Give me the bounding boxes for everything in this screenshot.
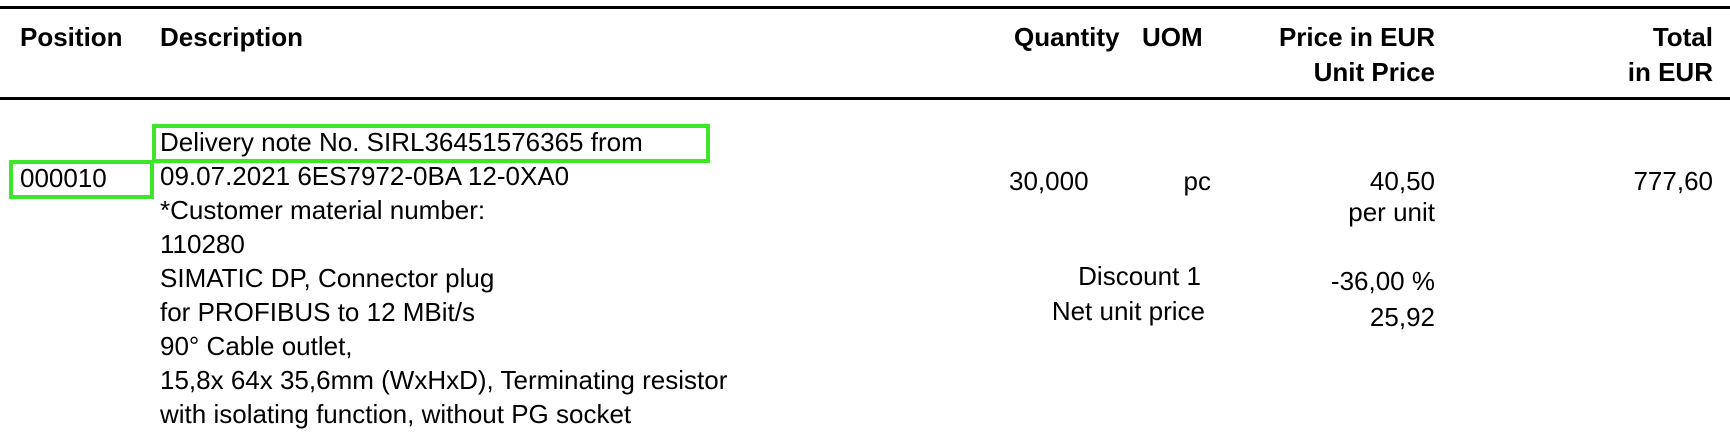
description-line: 15,8x 64x 35,6mm (WxHxD), Terminating re… — [160, 365, 728, 395]
header-bottom-rule — [0, 97, 1730, 100]
net-unit-price-value: 25,92 — [1369, 302, 1435, 332]
column-header-uom: UOM — [1142, 22, 1203, 52]
column-header-total-line2: in EUR — [1627, 57, 1713, 87]
description-line: 09.07.2021 6ES7972-0BA 12-0XA0 — [160, 161, 570, 191]
position-highlight-box — [9, 160, 154, 199]
discount-label: Discount 1 — [1078, 261, 1201, 291]
column-header-quantity: Quantity — [1014, 22, 1120, 52]
column-header-position: Position — [20, 22, 123, 52]
item-position: 000010 — [20, 163, 107, 193]
description-line: with isolating function, without PG sock… — [160, 399, 632, 429]
column-header-price-line1: Price in EUR — [1278, 22, 1435, 52]
description-line: 110280 — [160, 229, 245, 259]
net-unit-price-label: Net unit price — [1051, 296, 1205, 326]
header-top-rule — [0, 6, 1730, 9]
item-unit-price: 40,50 — [1369, 166, 1435, 196]
column-header-total-line1: Total — [1652, 22, 1713, 52]
item-per-unit: per unit — [1348, 197, 1435, 227]
item-uom: pc — [1183, 166, 1211, 196]
item-total: 777,60 — [1633, 166, 1713, 196]
delivery-note-highlight-box — [152, 124, 710, 163]
description-line: Delivery note No. SIRL36451576365 from — [160, 127, 643, 157]
description-line: 90° Cable outlet, — [160, 331, 353, 361]
description-line: *Customer material number: — [160, 195, 486, 225]
description-line: SIMATIC DP, Connector plug — [160, 263, 495, 293]
item-quantity: 30,000 — [1009, 166, 1089, 196]
column-header-description: Description — [160, 22, 304, 52]
description-line: for PROFIBUS to 12 MBit/s — [160, 297, 475, 327]
column-header-price-line2: Unit Price — [1313, 57, 1435, 87]
discount-value: -36,00 % — [1330, 266, 1435, 296]
